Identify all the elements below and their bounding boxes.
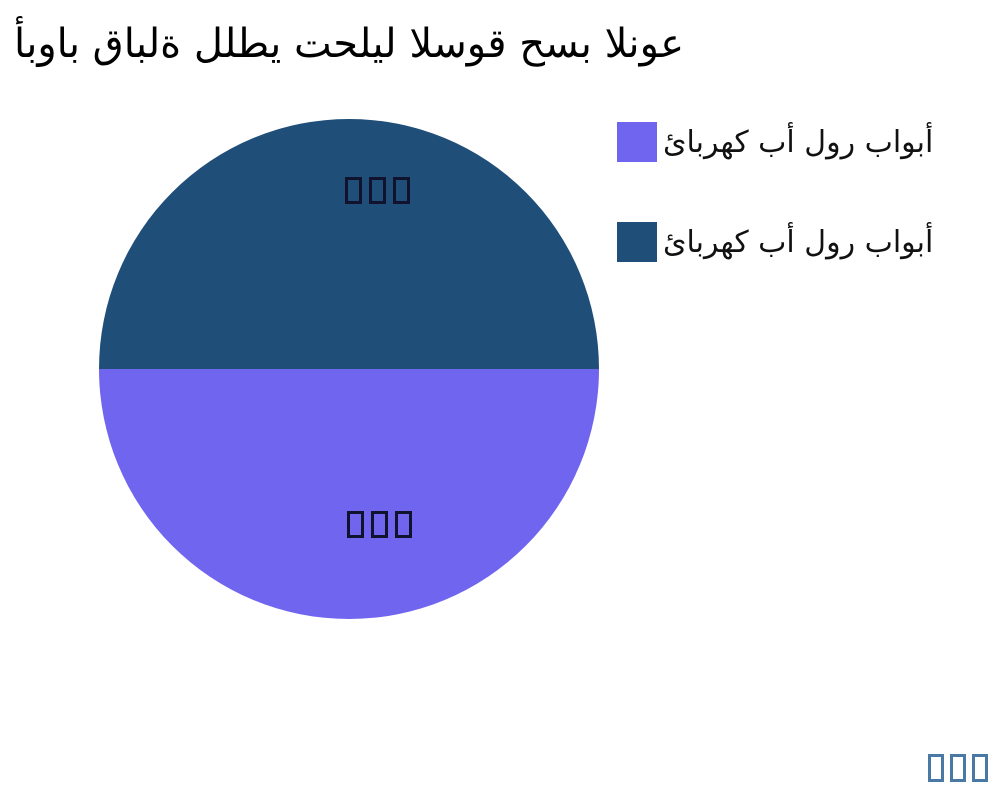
legend: أبواب رول أب كهربائ أبواب رول أب كهربائ: [617, 122, 933, 262]
watermark-text: [928, 754, 988, 782]
missing-glyph-box: [393, 177, 410, 204]
missing-glyph-box: [369, 177, 386, 204]
missing-glyph-box: [928, 754, 944, 782]
missing-glyph-box: [950, 754, 966, 782]
missing-glyph-box: [345, 177, 362, 204]
pie-slice-top: [99, 119, 599, 369]
chart-title: أبواب قابلة للطي تحليل السوق حسب النوع: [14, 21, 685, 67]
missing-glyph-box: [347, 511, 364, 538]
slice-value-label-bottom: [347, 511, 412, 538]
legend-item-label: أبواب رول أب كهربائ: [663, 124, 934, 160]
legend-item-label: أبواب رول أب كهربائ: [663, 224, 934, 260]
missing-glyph-box: [371, 511, 388, 538]
legend-item: أبواب رول أب كهربائ: [617, 122, 933, 162]
pie-chart: [99, 119, 599, 619]
pie-slice-bottom: [99, 369, 599, 619]
missing-glyph-box: [395, 511, 412, 538]
missing-glyph-box: [972, 754, 988, 782]
legend-color-swatch: [617, 222, 657, 262]
legend-color-swatch: [617, 122, 657, 162]
legend-item: أبواب رول أب كهربائ: [617, 222, 933, 262]
slice-value-label-top: [345, 177, 410, 204]
